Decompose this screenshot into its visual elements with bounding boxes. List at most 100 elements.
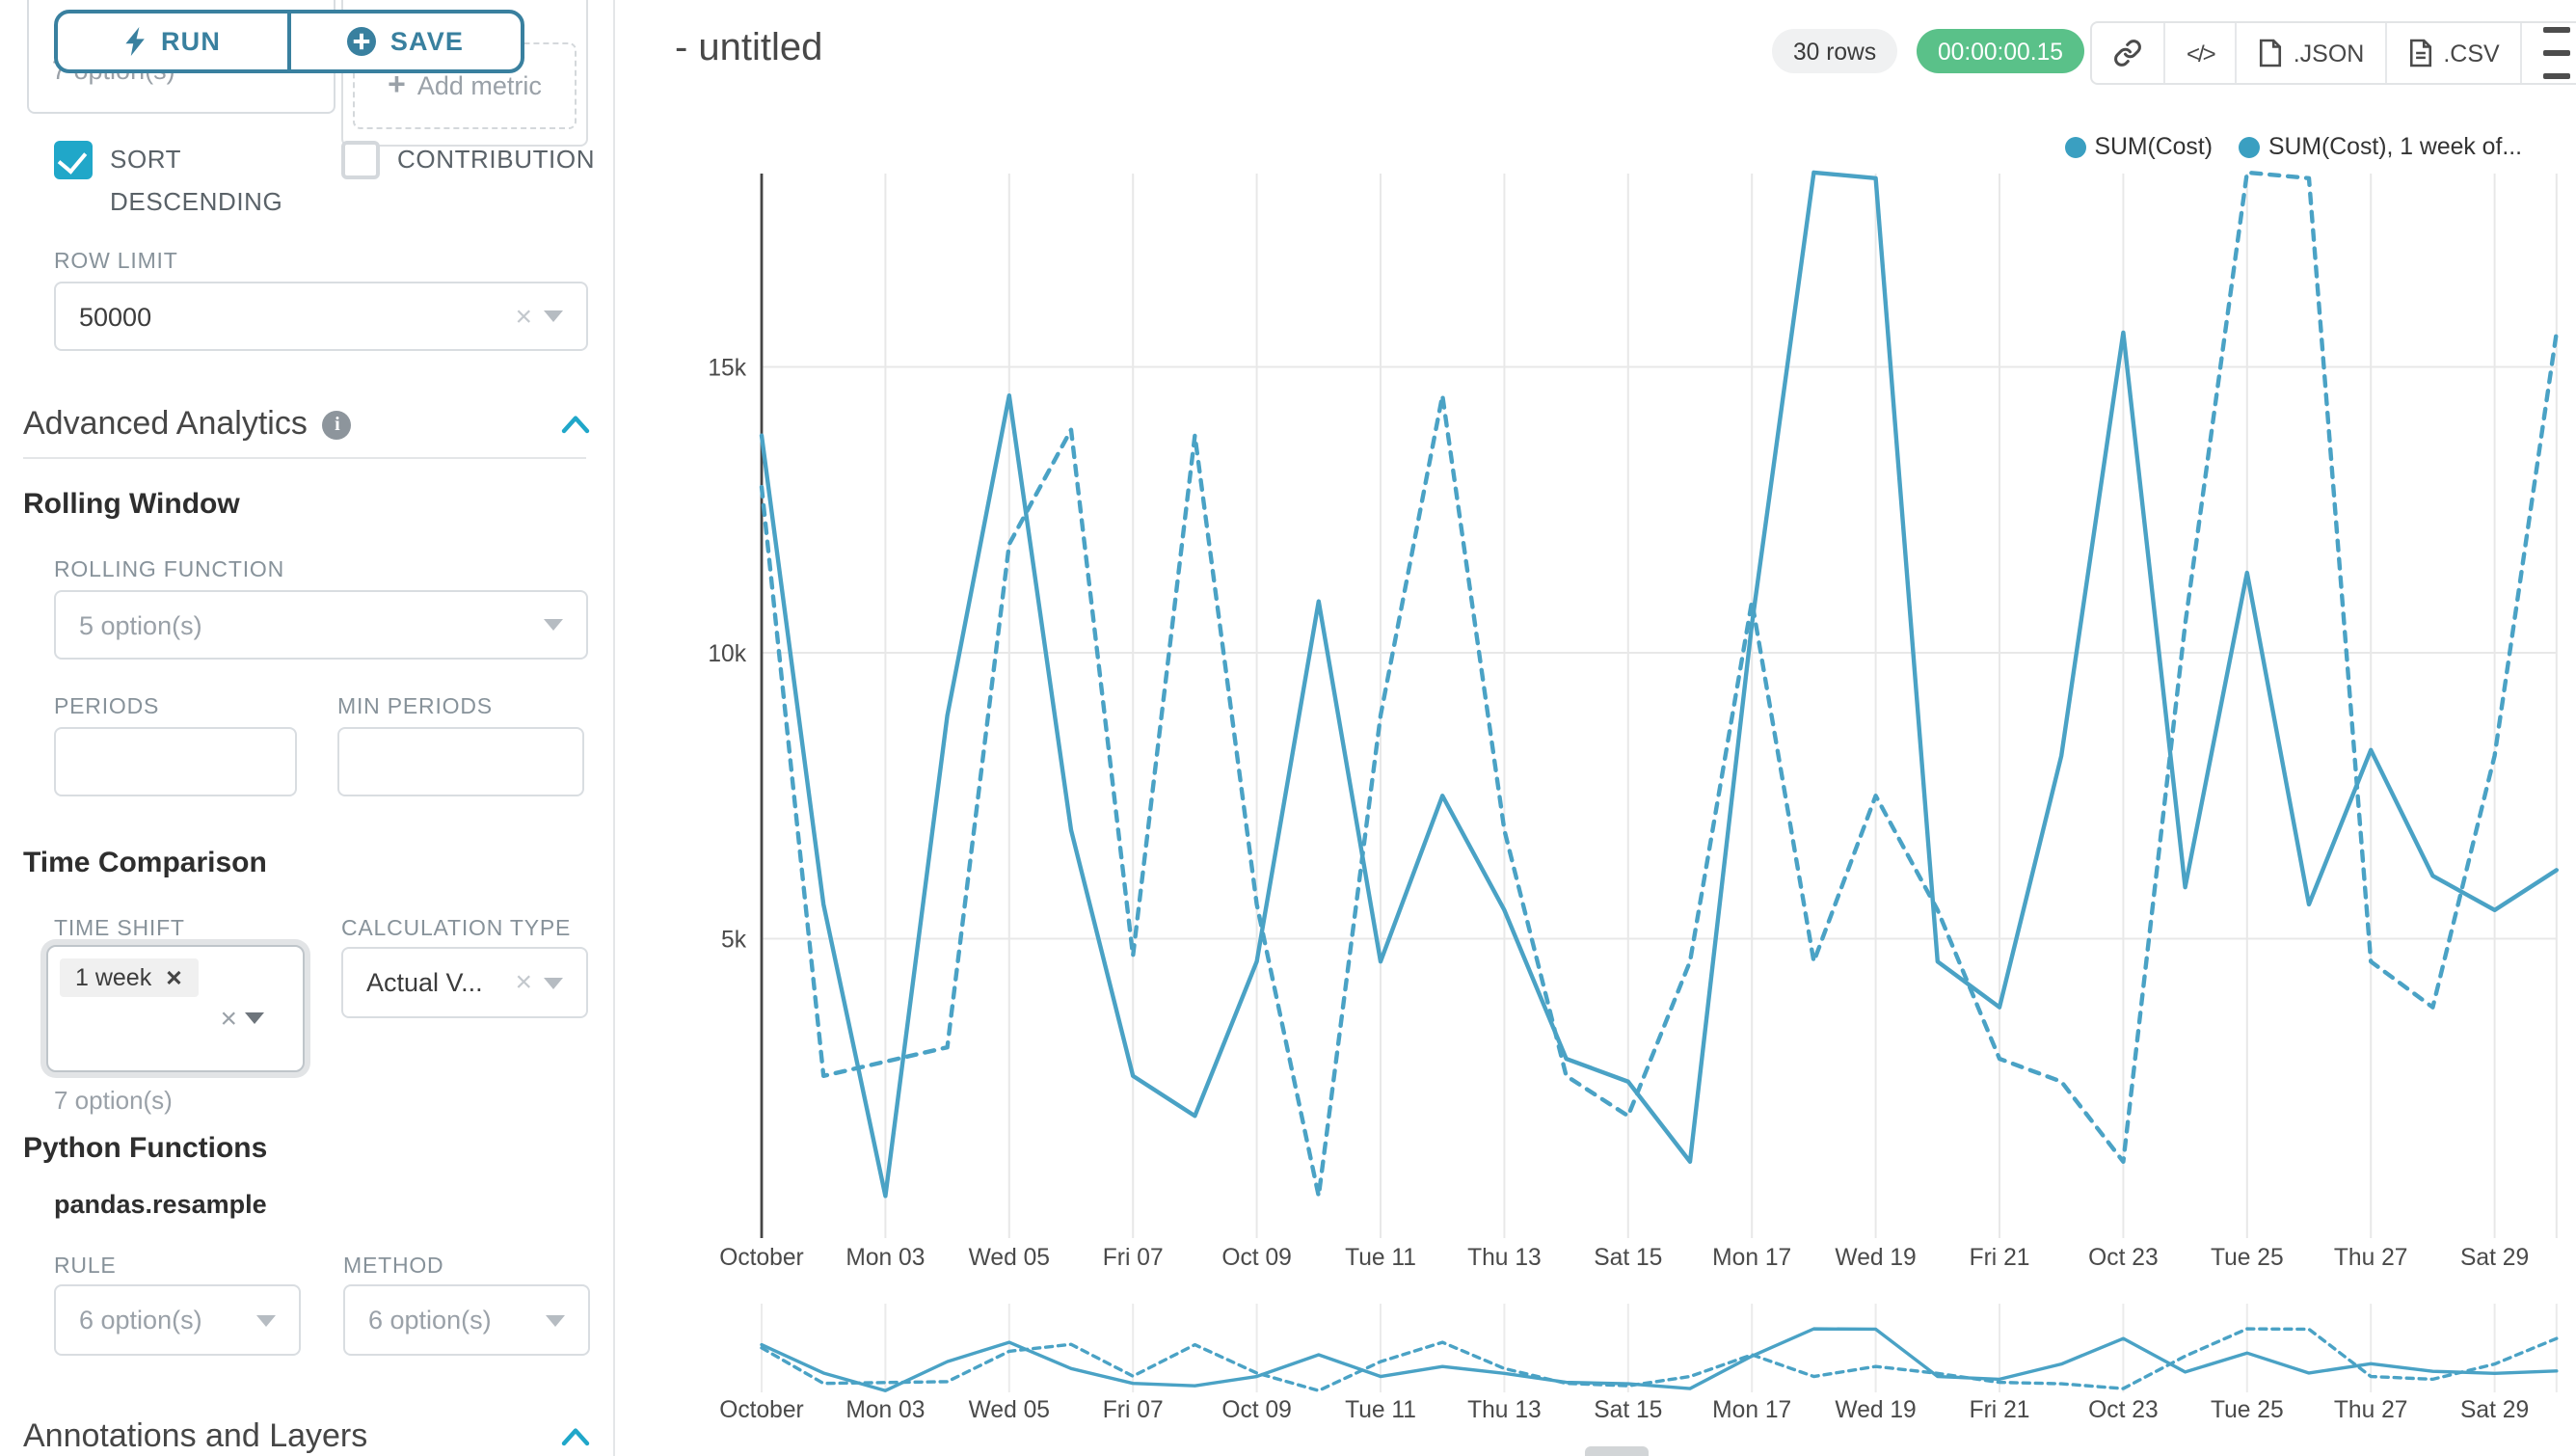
line-chart[interactable]: 5k 10k 15k October Mon 03 Wed 05 Fri 07 Oct 09 T… xyxy=(613,0,2576,1456)
row-count-badge: 30 rows xyxy=(1772,29,1898,73)
control-panel: 7 option(s) + Add metric RUN xyxy=(0,0,615,1456)
periods-input[interactable] xyxy=(54,727,297,796)
svg-text:Mon 03: Mon 03 xyxy=(845,1397,925,1423)
sort-descending-checkbox[interactable] xyxy=(54,141,93,179)
time-shift-multiselect[interactable]: 1 week ✕ × xyxy=(46,945,305,1072)
legend-label: SUM(Cost), 1 week of... xyxy=(2267,133,2522,160)
svg-text:Thu 13: Thu 13 xyxy=(1467,1397,1542,1423)
chevron-down-icon xyxy=(544,310,563,322)
chevron-up-icon[interactable] xyxy=(561,1427,590,1446)
legend-label: SUM(Cost) xyxy=(2094,133,2213,160)
svg-text:Fri 21: Fri 21 xyxy=(1970,1397,2030,1423)
advanced-analytics-title: Advanced Analytics xyxy=(23,405,308,442)
run-button[interactable]: RUN xyxy=(58,13,287,69)
pandas-resample-subtitle: pandas.resample xyxy=(54,1190,267,1219)
svg-text:Thu 13: Thu 13 xyxy=(1467,1245,1542,1271)
svg-text:Tue 11: Tue 11 xyxy=(1345,1245,1416,1271)
time-shift-label: TIME SHIFT xyxy=(54,918,185,941)
save-button-label: SAVE xyxy=(389,27,465,56)
rolling-function-select[interactable]: 5 option(s) xyxy=(54,590,588,660)
chart-menu-button[interactable] xyxy=(2520,23,2576,83)
export-csv-button[interactable]: .CSV xyxy=(2385,23,2520,83)
min-periods-input[interactable] xyxy=(337,727,584,796)
row-limit-value: 50000 xyxy=(79,302,152,331)
periods-label: PERIODS xyxy=(54,696,160,719)
annotations-header[interactable]: Annotations and Layers xyxy=(23,1417,590,1456)
csv-file-icon xyxy=(2410,39,2432,67)
chart-title[interactable]: - untitled xyxy=(675,27,823,69)
svg-text:Mon 17: Mon 17 xyxy=(1712,1245,1791,1271)
method-value: 6 option(s) xyxy=(368,1306,492,1335)
time-shift-helper: 7 option(s) xyxy=(54,1086,173,1115)
hamburger-icon xyxy=(2543,27,2571,33)
svg-text:Wed 05: Wed 05 xyxy=(969,1245,1050,1271)
clear-icon[interactable]: × xyxy=(515,300,532,333)
legend-item-sum-cost[interactable]: SUM(Cost) xyxy=(2065,133,2213,160)
chevron-down-icon xyxy=(546,1314,565,1326)
run-save-button-group: RUN SAVE xyxy=(54,10,524,73)
svg-text:15k: 15k xyxy=(708,356,746,382)
svg-text:Sat 15: Sat 15 xyxy=(1594,1245,1662,1271)
contribution-label: CONTRIBUTION xyxy=(397,145,596,174)
svg-text:Tue 25: Tue 25 xyxy=(2211,1245,2284,1271)
chevron-up-icon[interactable] xyxy=(561,415,590,434)
export-json-button[interactable]: .JSON xyxy=(2235,23,2386,83)
resize-handle[interactable] xyxy=(1585,1446,1649,1456)
remove-tag-icon[interactable]: ✕ xyxy=(165,967,183,990)
rolling-function-value: 5 option(s) xyxy=(79,610,202,639)
row-limit-select[interactable]: 50000 × xyxy=(54,282,588,351)
embed-code-button[interactable]: </> xyxy=(2163,23,2236,83)
annotations-title: Annotations and Layers xyxy=(23,1417,368,1454)
calculation-type-select[interactable]: Actual V... × xyxy=(341,947,588,1018)
json-file-icon xyxy=(2260,39,2282,67)
legend-dot-icon xyxy=(2239,136,2261,157)
chevron-down-icon xyxy=(245,1012,264,1024)
svg-text:Fri 21: Fri 21 xyxy=(1970,1245,2030,1271)
mini-preview-chart[interactable]: October Mon 03 Wed 05 Fri 07 Oct 09 Tue 11 Thu… xyxy=(719,1304,2559,1423)
copy-link-button[interactable] xyxy=(2092,23,2163,83)
svg-text:Oct 09: Oct 09 xyxy=(1221,1397,1291,1423)
divider xyxy=(23,457,586,459)
chart-legend: SUM(Cost) SUM(Cost), 1 week of... xyxy=(2065,133,2522,160)
lightning-bolt-icon xyxy=(126,27,146,56)
svg-text:Thu 27: Thu 27 xyxy=(2334,1397,2408,1423)
method-label: METHOD xyxy=(343,1255,444,1279)
advanced-analytics-header[interactable]: Advanced Analytics i xyxy=(23,405,590,444)
svg-text:Wed 05: Wed 05 xyxy=(969,1397,1050,1423)
time-shift-tag: 1 week ✕ xyxy=(60,958,199,997)
time-comparison-title: Time Comparison xyxy=(23,847,267,879)
svg-text:5k: 5k xyxy=(721,928,747,954)
svg-text:Oct 23: Oct 23 xyxy=(2088,1245,2158,1271)
contribution-field: CONTRIBUTION xyxy=(341,139,611,181)
sort-descending-label: SORT DESCENDING xyxy=(110,145,283,216)
rolling-window-title: Rolling Window xyxy=(23,488,240,521)
legend-item-sum-cost-shifted[interactable]: SUM(Cost), 1 week of... xyxy=(2239,133,2522,160)
link-icon xyxy=(2114,40,2141,67)
chevron-down-icon xyxy=(544,977,563,988)
chevron-down-icon xyxy=(544,619,563,631)
svg-text:Fri 07: Fri 07 xyxy=(1103,1245,1164,1271)
method-select[interactable]: 6 option(s) xyxy=(343,1284,590,1356)
svg-text:Oct 23: Oct 23 xyxy=(2088,1397,2158,1423)
svg-text:Oct 09: Oct 09 xyxy=(1221,1245,1291,1271)
svg-text:October: October xyxy=(719,1245,803,1271)
save-button[interactable]: SAVE xyxy=(287,13,521,69)
info-icon: i xyxy=(322,410,352,439)
svg-text:Sat 15: Sat 15 xyxy=(1594,1397,1662,1423)
legend-dot-icon xyxy=(2065,136,2087,157)
svg-text:10k: 10k xyxy=(708,641,746,667)
chevron-down-icon xyxy=(256,1314,276,1326)
clear-icon[interactable]: × xyxy=(515,966,532,999)
main-line-chart[interactable]: 5k 10k 15k October Mon 03 Wed 05 Fri 07 Oct 09 T… xyxy=(708,170,2560,1271)
clear-icon[interactable]: × xyxy=(220,1003,237,1036)
export-toolbar: </> .JSON .CSV xyxy=(2090,21,2576,85)
calculation-type-label: CALCULATION TYPE xyxy=(341,918,572,941)
contribution-checkbox[interactable] xyxy=(341,141,380,179)
svg-text:Wed 19: Wed 19 xyxy=(1835,1397,1916,1423)
add-metric-label: Add metric xyxy=(416,71,542,100)
rule-select[interactable]: 6 option(s) xyxy=(54,1284,301,1356)
svg-text:October: October xyxy=(719,1397,803,1423)
svg-text:Tue 25: Tue 25 xyxy=(2211,1397,2284,1423)
time-shift-tag-label: 1 week xyxy=(75,964,152,991)
